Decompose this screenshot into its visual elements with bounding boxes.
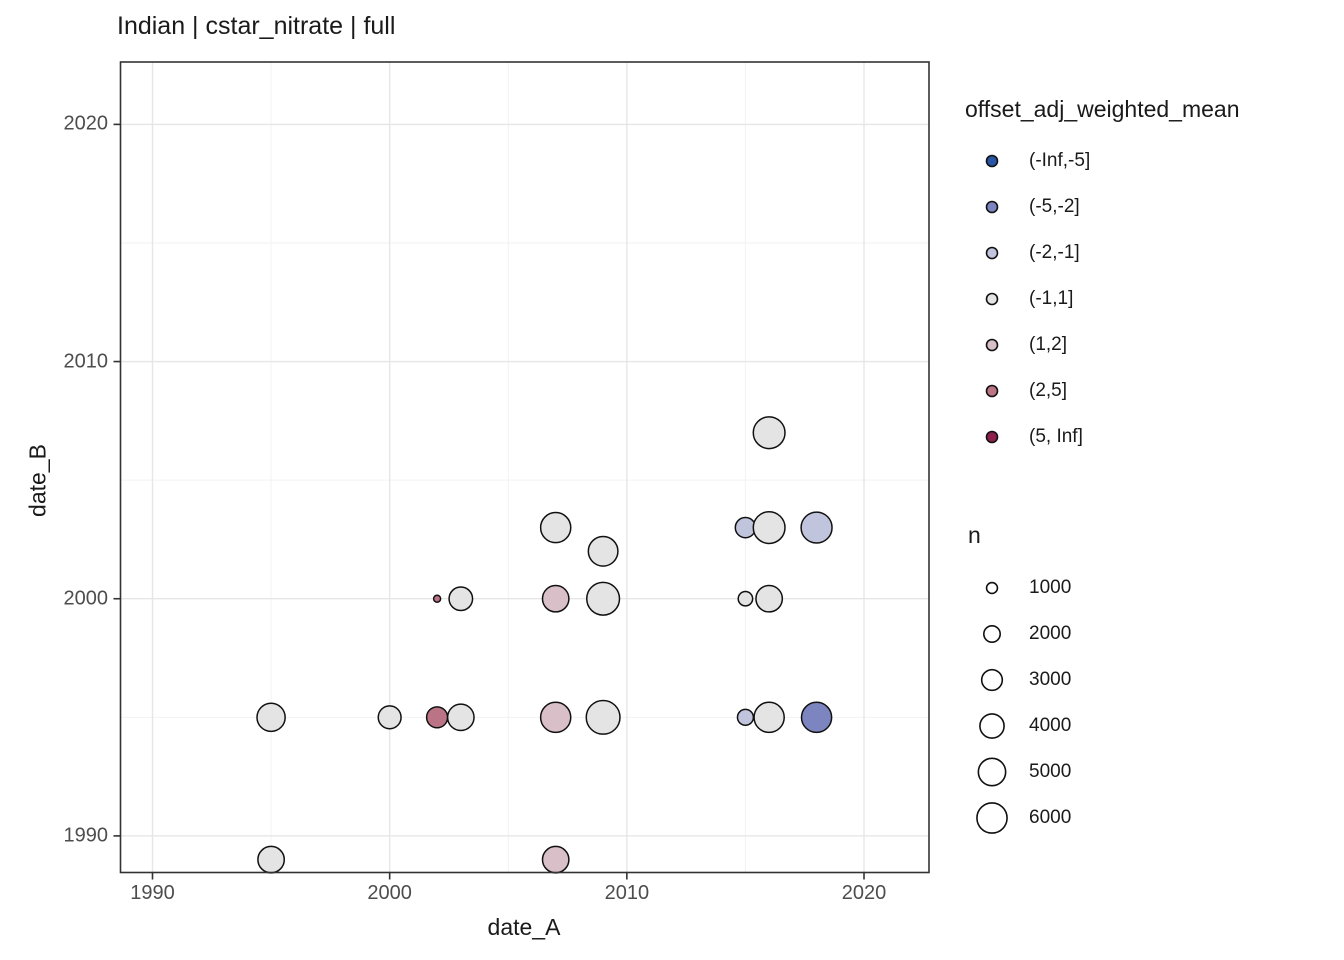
legend-size-circle [979, 713, 1005, 739]
color-legend-item: (1,2] [965, 322, 1090, 368]
chart-title: Indian | cstar_nitrate | full [117, 12, 396, 40]
color-legend-item: (2,5] [965, 368, 1090, 414]
size-legend-key-icon [985, 581, 999, 595]
y-tick-label: 2000 [63, 587, 109, 610]
size-legend-key-icon [980, 668, 1004, 692]
color-legend-label: (5, Inf] [1029, 426, 1083, 447]
legend-color-dot [985, 384, 999, 398]
x-tick-label: 1990 [130, 882, 175, 904]
color-legend-key-icon [985, 430, 999, 444]
size-legend-item: 2000 [965, 611, 1071, 657]
size-legend-title: n [968, 522, 981, 548]
color-legend-item: (-Inf,-5] [965, 138, 1090, 184]
data-point [587, 535, 619, 567]
legend-color-dot [985, 200, 999, 214]
size-legend-key-icon [977, 757, 1007, 787]
data-point [425, 706, 449, 729]
color-legend-key-icon [985, 246, 999, 260]
size-legend-label: 5000 [1029, 761, 1072, 782]
legend-color-dot [985, 292, 999, 306]
data-point [541, 584, 570, 613]
legend-size-circle [977, 757, 1007, 787]
data-point [752, 416, 786, 450]
legend-size-circle [985, 581, 999, 595]
size-legend: 1000 2000 3000 4000 5000 6000 [965, 565, 1071, 841]
color-legend-key-icon [985, 338, 999, 352]
color-legend-item: (-1,1] [965, 276, 1090, 322]
data-point [586, 581, 621, 616]
data-point [753, 701, 785, 734]
legend-color-dot [985, 154, 999, 168]
color-legend-key-icon [985, 384, 999, 398]
color-legend: (-Inf,-5] (-5,-2] (-2,-1] (-1,1] (1,2] (2,5] (… [965, 138, 1090, 460]
legend-color-dot [985, 338, 999, 352]
data-point [737, 590, 754, 607]
data-point [585, 699, 621, 735]
color-legend-label: (-5,-2] [1029, 196, 1080, 217]
data-point [800, 701, 833, 734]
x-axis-title: date_A [487, 914, 561, 940]
x-tick-label: 2010 [604, 882, 650, 904]
data-point [432, 594, 442, 603]
size-legend-item: 4000 [965, 703, 1071, 749]
data-point [752, 510, 786, 545]
color-legend-label: (-1,1] [1029, 288, 1074, 309]
legend-color-dot [985, 246, 999, 260]
size-legend-label: 2000 [1029, 623, 1072, 644]
size-legend-key-icon [983, 625, 1001, 643]
data-point [256, 702, 286, 733]
data-point [734, 516, 757, 539]
data-point [541, 845, 570, 874]
data-point [257, 845, 286, 874]
data-point [377, 705, 402, 730]
size-legend-key-icon [979, 713, 1005, 739]
data-point [446, 703, 475, 732]
panel-border [119, 61, 930, 874]
panel-background [120, 62, 929, 873]
color-legend-key-icon [985, 154, 999, 168]
color-legend-item: (-5,-2] [965, 184, 1090, 230]
size-legend-label: 1000 [1029, 577, 1072, 598]
x-tick-label: 2000 [367, 882, 412, 904]
data-point [448, 586, 474, 612]
color-legend-label: (2,5] [1029, 380, 1068, 401]
y-tick-label: 1990 [63, 824, 109, 847]
size-legend-label: 6000 [1029, 807, 1072, 828]
color-legend-title: offset_adj_weighted_mean [965, 96, 1240, 122]
legend-color-dot [985, 430, 999, 444]
data-point [539, 511, 572, 544]
color-legend-label: (-2,-1] [1029, 242, 1080, 263]
color-legend-key-icon [985, 292, 999, 306]
legend-size-circle [983, 625, 1001, 643]
data-point [736, 708, 755, 727]
size-legend-item: 6000 [965, 795, 1071, 841]
y-axis-title: date_B [24, 444, 51, 517]
legend-size-circle [976, 802, 1008, 834]
y-tick-label: 2020 [63, 112, 109, 135]
size-legend-item: 5000 [965, 749, 1071, 795]
data-point [800, 511, 833, 544]
y-tick-label: 2010 [63, 350, 109, 373]
size-legend-label: 4000 [1029, 715, 1072, 736]
color-legend-label: (1,2] [1029, 334, 1068, 355]
x-tick-label: 2020 [841, 882, 887, 904]
legend-size-circle [980, 668, 1004, 692]
size-legend-label: 3000 [1029, 669, 1072, 690]
data-point [755, 584, 784, 613]
color-legend-item: (5, Inf] [965, 414, 1090, 460]
size-legend-item: 1000 [965, 565, 1071, 611]
size-legend-item: 3000 [965, 657, 1071, 703]
color-legend-item: (-2,-1] [965, 230, 1090, 276]
data-point [539, 701, 572, 734]
size-legend-key-icon [976, 802, 1008, 834]
color-legend-label: (-Inf,-5] [1029, 150, 1091, 171]
color-legend-key-icon [985, 200, 999, 214]
